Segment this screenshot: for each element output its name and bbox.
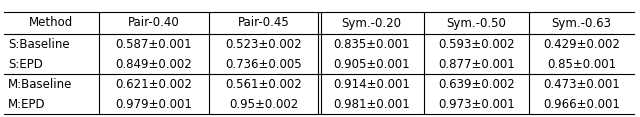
- Text: Sym.-0.50: Sym.-0.50: [447, 16, 506, 29]
- Text: 0.914±0.001: 0.914±0.001: [333, 77, 410, 91]
- Text: 0.835±0.001: 0.835±0.001: [333, 38, 410, 51]
- Text: 0.587±0.001: 0.587±0.001: [116, 38, 192, 51]
- Text: S:Baseline: S:Baseline: [8, 38, 70, 51]
- Text: 0.95±0.002: 0.95±0.002: [229, 97, 299, 110]
- Text: Pair-0.40: Pair-0.40: [128, 16, 180, 29]
- Text: 0.473±0.001: 0.473±0.001: [543, 77, 620, 91]
- Text: 0.966±0.001: 0.966±0.001: [543, 97, 620, 110]
- Text: 0.593±0.002: 0.593±0.002: [438, 38, 515, 51]
- Text: Sym.-0.20: Sym.-0.20: [342, 16, 401, 29]
- Text: 0.877±0.001: 0.877±0.001: [438, 57, 515, 71]
- Text: 0.973±0.001: 0.973±0.001: [438, 97, 515, 110]
- Text: M:Baseline: M:Baseline: [8, 77, 72, 91]
- Text: S:EPD: S:EPD: [8, 57, 43, 71]
- Text: M:EPD: M:EPD: [8, 97, 45, 110]
- Text: 0.849±0.002: 0.849±0.002: [116, 57, 193, 71]
- Text: 0.621±0.002: 0.621±0.002: [116, 77, 193, 91]
- Text: Pair-0.45: Pair-0.45: [238, 16, 290, 29]
- Text: 0.979±0.001: 0.979±0.001: [116, 97, 193, 110]
- Text: 0.905±0.001: 0.905±0.001: [333, 57, 410, 71]
- Text: Method: Method: [29, 16, 74, 29]
- Text: 0.85±0.001: 0.85±0.001: [547, 57, 616, 71]
- Text: 0.561±0.002: 0.561±0.002: [226, 77, 302, 91]
- Text: 0.639±0.002: 0.639±0.002: [438, 77, 515, 91]
- Text: 0.429±0.002: 0.429±0.002: [543, 38, 620, 51]
- Text: 0.736±0.005: 0.736±0.005: [226, 57, 302, 71]
- Text: 0.523±0.002: 0.523±0.002: [226, 38, 302, 51]
- Text: 0.981±0.001: 0.981±0.001: [333, 97, 410, 110]
- Text: Sym.-0.63: Sym.-0.63: [552, 16, 611, 29]
